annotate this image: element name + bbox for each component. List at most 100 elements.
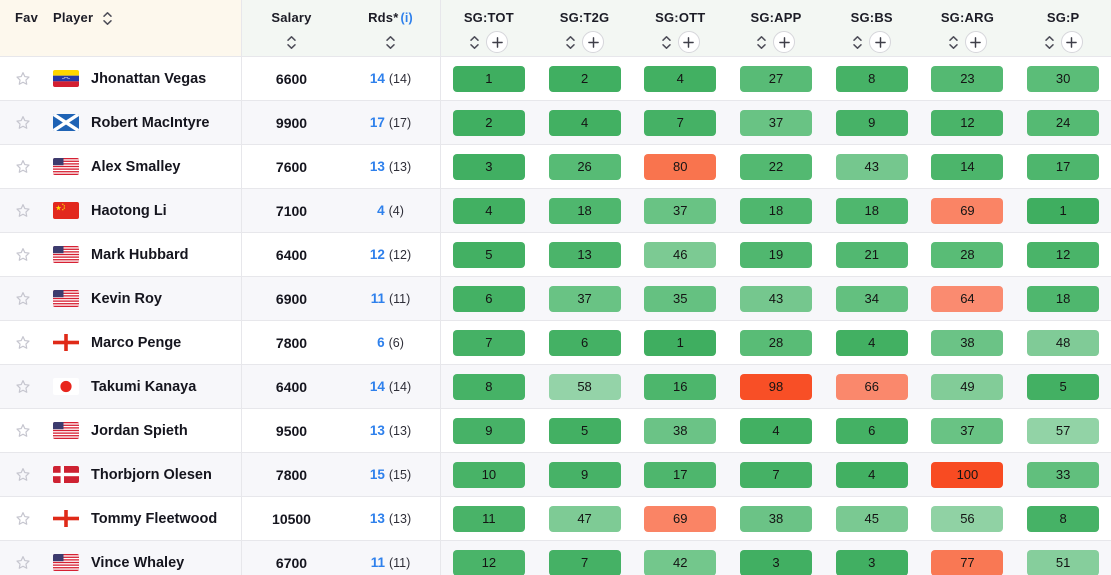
sg-cell: 7 xyxy=(728,453,824,496)
favorite-star-button[interactable] xyxy=(14,114,32,132)
denmark-flag-icon xyxy=(53,466,79,483)
sg-cell: 4 xyxy=(728,409,824,452)
player-cell[interactable]: Vince Whaley xyxy=(48,541,242,575)
player-cell[interactable]: Haotong Li xyxy=(48,189,242,232)
sort-salary-button[interactable] xyxy=(286,34,297,50)
sg-cell: 22 xyxy=(728,145,824,188)
usa-flag-icon xyxy=(53,422,79,439)
add-column-button[interactable] xyxy=(869,31,892,53)
rounds-count-link[interactable]: 13 xyxy=(369,511,385,526)
salary-value: 6400 xyxy=(275,378,308,395)
sort-sg-button[interactable] xyxy=(756,34,767,50)
favorite-star-button[interactable] xyxy=(14,422,32,440)
salary-cell: 7600 xyxy=(242,145,341,188)
rounds-count-link[interactable]: 6 xyxy=(377,335,385,350)
player-cell[interactable]: Marco Penge xyxy=(48,321,242,364)
sg-rank-badge: 58 xyxy=(548,373,621,400)
rounds-count-link[interactable]: 15 xyxy=(369,467,385,482)
rounds-count-link[interactable]: 12 xyxy=(369,247,385,262)
sort-player-button[interactable] xyxy=(102,10,113,26)
sg-rank-badge: 2 xyxy=(548,65,621,92)
salary-cell: 7800 xyxy=(242,321,341,364)
sg-rank-badge: 1 xyxy=(644,329,717,356)
salary-cell: 9500 xyxy=(242,409,341,452)
favorite-star-button[interactable] xyxy=(14,158,32,176)
rounds-count-link[interactable]: 13 xyxy=(369,159,385,174)
col-header-sg-arg: SG:ARG xyxy=(919,0,1016,56)
sg-cell: 5 xyxy=(441,233,537,276)
sort-sg-button[interactable] xyxy=(1044,34,1055,50)
sort-sg-button[interactable] xyxy=(948,34,959,50)
favorite-star-button[interactable] xyxy=(14,466,32,484)
table-body: Jhonattan Vegas 6600 14 (14) 1 2 4 27 8 23 30 … xyxy=(0,57,1111,575)
player-cell[interactable]: Kevin Roy xyxy=(48,277,242,320)
player-cell[interactable]: Tommy Fleetwood xyxy=(48,497,242,540)
favorite-star-button[interactable] xyxy=(14,246,32,264)
sg-cell: 4 xyxy=(824,453,920,496)
sg-rank-badge: 4 xyxy=(739,417,812,444)
sort-sg-button[interactable] xyxy=(565,34,576,50)
rounds-count-link[interactable]: 13 xyxy=(369,423,385,438)
salary-value: 7100 xyxy=(275,202,308,219)
player-cell[interactable]: Robert MacIntyre xyxy=(48,101,242,144)
sg-cell: 69 xyxy=(920,189,1016,232)
rounds-count-link[interactable]: 14 xyxy=(369,379,385,394)
col-header-sg-p: SG:P xyxy=(1015,0,1111,56)
star-icon xyxy=(16,115,30,129)
sg-cell: 35 xyxy=(632,277,728,320)
sg-rank-badge: 27 xyxy=(739,65,812,92)
sg-rank-badge: 69 xyxy=(644,505,717,532)
sort-sg-button[interactable] xyxy=(661,34,672,50)
sg-rank-badge: 1 xyxy=(452,65,525,92)
rounds-count-link[interactable]: 17 xyxy=(369,115,385,130)
player-cell[interactable]: Jordan Spieth xyxy=(48,409,242,452)
rounds-count-link[interactable]: 11 xyxy=(370,291,385,306)
player-cell[interactable]: Alex Smalley xyxy=(48,145,242,188)
sort-sg-button[interactable] xyxy=(469,34,480,50)
fav-column-label: Fav xyxy=(15,10,39,25)
sg-cell: 43 xyxy=(824,145,920,188)
rounds-count-paren: (17) xyxy=(388,115,412,130)
rounds-count-link[interactable]: 11 xyxy=(370,555,385,570)
sg-rank-badge: 37 xyxy=(739,109,812,136)
player-name: Vince Whaley xyxy=(91,554,185,571)
favorite-star-button[interactable] xyxy=(14,378,32,396)
favorite-star-button[interactable] xyxy=(14,70,32,88)
add-column-button[interactable] xyxy=(677,31,700,53)
add-column-button[interactable] xyxy=(582,31,605,53)
salary-column-label: Salary xyxy=(271,10,312,25)
sort-rds-button[interactable] xyxy=(385,34,396,50)
sg-rank-badge: 6 xyxy=(835,417,908,444)
rounds-cell: 13 (13) xyxy=(341,145,441,188)
rounds-count-link[interactable]: 4 xyxy=(377,203,385,218)
favorite-star-button[interactable] xyxy=(14,202,32,220)
favorite-star-button[interactable] xyxy=(14,290,32,308)
fav-cell xyxy=(0,277,48,320)
player-cell[interactable]: Takumi Kanaya xyxy=(48,365,242,408)
add-column-button[interactable] xyxy=(964,31,987,53)
add-column-button[interactable] xyxy=(486,31,509,53)
sort-sg-button[interactable] xyxy=(852,34,863,50)
sg-cell: 46 xyxy=(632,233,728,276)
info-icon[interactable]: (i) xyxy=(400,11,413,25)
rounds-cell: 11 (11) xyxy=(341,277,441,320)
sg-rank-badge: 38 xyxy=(644,417,717,444)
add-column-button[interactable] xyxy=(1060,31,1083,53)
rounds-cell: 14 (14) xyxy=(341,365,441,408)
star-icon xyxy=(16,555,30,569)
player-name: Haotong Li xyxy=(91,202,167,219)
fav-cell xyxy=(0,497,48,540)
player-cell[interactable]: Thorbjorn Olesen xyxy=(48,453,242,496)
favorite-star-button[interactable] xyxy=(14,510,32,528)
sg-rank-badge: 13 xyxy=(548,241,621,268)
favorite-star-button[interactable] xyxy=(14,554,32,572)
player-cell[interactable]: Mark Hubbard xyxy=(48,233,242,276)
add-column-button[interactable] xyxy=(773,31,796,53)
sg-cell: 2 xyxy=(441,101,537,144)
player-cell[interactable]: Jhonattan Vegas xyxy=(48,57,242,100)
rounds-cell: 14 (14) xyxy=(341,57,441,100)
sg-rank-badge: 26 xyxy=(548,153,621,180)
rounds-count-link[interactable]: 14 xyxy=(369,71,385,86)
favorite-star-button[interactable] xyxy=(14,334,32,352)
star-icon xyxy=(16,203,30,217)
